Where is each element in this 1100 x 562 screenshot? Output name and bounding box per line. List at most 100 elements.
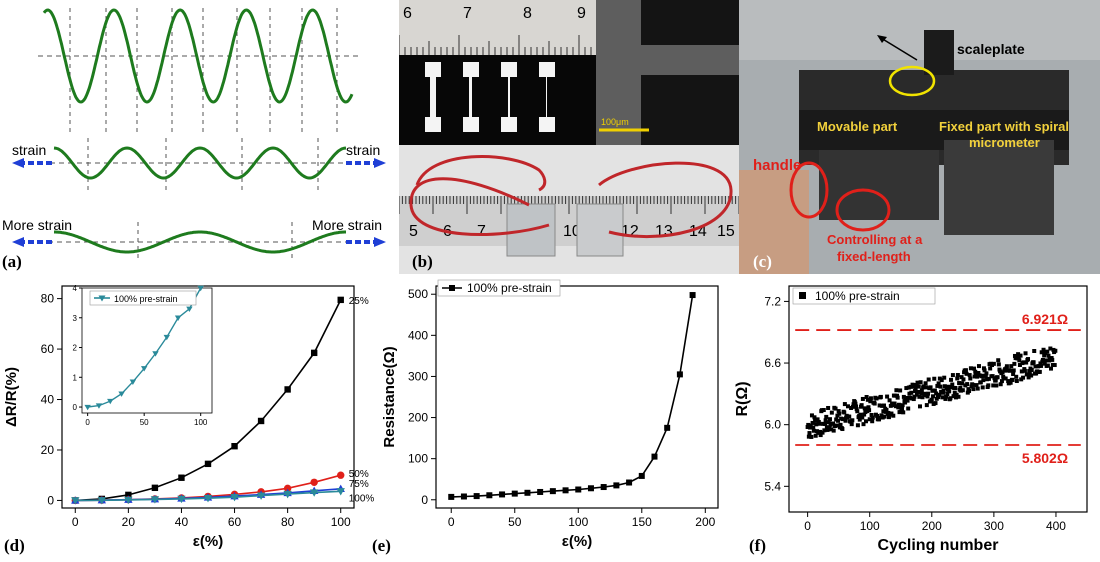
data-point [837, 411, 842, 416]
data-point [864, 395, 869, 400]
data-point [996, 362, 1001, 367]
data-point [813, 418, 818, 423]
data-point [1003, 376, 1008, 381]
data-point [909, 390, 914, 395]
data-point [842, 410, 847, 415]
data-point [811, 425, 816, 430]
data-point [1029, 373, 1034, 378]
data-point [651, 453, 658, 460]
y-tick-label: 6.6 [764, 356, 781, 370]
data-point [820, 430, 825, 435]
data-point [894, 388, 899, 393]
data-point [991, 361, 996, 366]
data-point [1032, 348, 1037, 353]
data-point [809, 413, 814, 418]
data-point [1017, 362, 1022, 367]
data-point [806, 434, 811, 439]
data-point [860, 415, 865, 420]
data-point [689, 292, 696, 299]
data-point [847, 414, 852, 419]
data-point [867, 417, 872, 422]
series-end-label: 100% [349, 493, 375, 504]
data-point [1046, 353, 1051, 358]
data-point [814, 422, 819, 427]
data-point [919, 391, 924, 396]
data-point [1022, 368, 1027, 373]
data-point [163, 334, 170, 341]
data-point [853, 401, 858, 406]
data-point [806, 422, 811, 427]
data-point [900, 403, 905, 408]
y-tick-label: 0 [421, 493, 428, 507]
data-point [996, 358, 1001, 363]
panel-label-b: (b) [412, 252, 433, 271]
data-point [511, 490, 518, 497]
data-point [1019, 369, 1024, 374]
data-point [817, 421, 822, 426]
data-point [1021, 360, 1026, 365]
data-point [850, 404, 855, 409]
data-point [899, 406, 904, 411]
y-tick-label: 7.2 [764, 294, 781, 308]
data-point [843, 418, 848, 423]
reference-line-label: 5.802Ω [1022, 450, 1068, 466]
data-point [965, 382, 970, 387]
y-axis-label: Resistance(Ω) [381, 346, 398, 447]
data-point [854, 404, 859, 409]
data-point [860, 396, 865, 401]
series-end-label: 75% [349, 479, 369, 490]
data-point [878, 394, 883, 399]
data-point [992, 376, 997, 381]
data-point [1016, 352, 1021, 357]
data-point [815, 417, 820, 422]
data-point [928, 385, 933, 390]
data-point [967, 373, 972, 378]
data-point [562, 487, 569, 494]
legend-label: 100% pre-strain [467, 281, 552, 295]
data-point [831, 421, 836, 426]
inset-y-tick-label: 2 [73, 344, 78, 353]
data-point [983, 373, 988, 378]
data-point [968, 366, 973, 371]
data-point [849, 422, 854, 427]
y-tick-label: 40 [41, 393, 55, 407]
data-point [906, 406, 911, 411]
data-point [957, 381, 962, 386]
data-point [84, 404, 91, 411]
data-point [941, 388, 946, 393]
data-point [932, 376, 937, 381]
data-point [868, 396, 873, 401]
y-tick-label: 0 [47, 493, 54, 507]
ruler-bottom-tick: 7 [477, 223, 486, 240]
data-point [71, 497, 80, 505]
data-point [915, 380, 920, 385]
strain-arrow-head [12, 237, 24, 247]
strain-arrow-head [12, 158, 24, 168]
series-end-label: 50% [349, 469, 369, 480]
data-point [524, 489, 531, 496]
data-point [613, 482, 620, 489]
data-point [970, 382, 975, 387]
data-point [896, 402, 901, 407]
data-point [921, 384, 926, 389]
data-point [869, 412, 874, 417]
data-point [818, 433, 823, 438]
data-point [916, 389, 921, 394]
wave-more-strained [54, 230, 346, 254]
y-tick-label: 5.4 [764, 479, 781, 493]
data-point [976, 364, 981, 369]
data-point [968, 376, 973, 381]
data-point [1042, 361, 1047, 366]
data-point [204, 460, 212, 468]
data-point [904, 386, 909, 391]
sample-pad-right [576, 203, 624, 257]
plot-frame [788, 285, 1088, 513]
data-point [575, 486, 582, 493]
data-point [1041, 347, 1046, 352]
controlling-label-2: fixed-length [837, 249, 911, 264]
data-point [1045, 349, 1050, 354]
y-tick-label: 6.0 [764, 418, 781, 432]
data-point [971, 387, 976, 392]
movable-part-label: Movable part [817, 119, 898, 134]
ruler-bottom-tick: 5 [409, 223, 418, 240]
